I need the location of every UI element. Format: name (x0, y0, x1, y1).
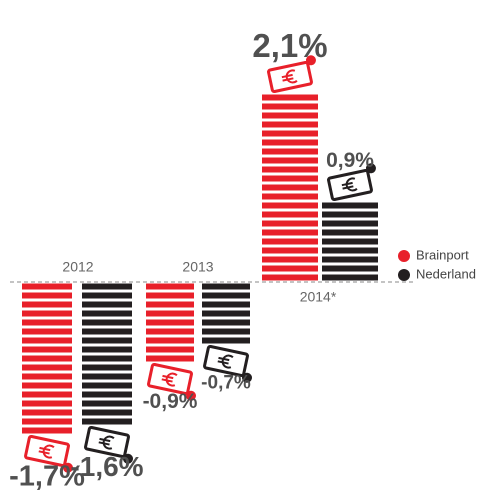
bar (202, 282, 250, 345)
icon-coin (185, 390, 196, 401)
icon-euro (341, 177, 358, 192)
legend-marker (398, 250, 410, 262)
icon-coin (241, 372, 252, 383)
money-icon (147, 362, 196, 401)
icon-bill (84, 425, 130, 459)
icon-euro (98, 435, 115, 450)
bar (82, 282, 132, 426)
icon-bill (327, 168, 373, 202)
icon-bill (203, 344, 249, 378)
x-tick-label: 2013 (182, 259, 213, 275)
x-tick-label: 2014* (300, 289, 337, 305)
bar (22, 282, 72, 435)
icon-bill (267, 60, 313, 94)
money-icon (24, 434, 73, 473)
value-label: -1,7% (9, 461, 85, 493)
legend-marker (398, 269, 410, 281)
value-label: 2,1% (252, 27, 327, 64)
icon-coin (122, 453, 133, 464)
icon-coin (365, 163, 376, 174)
icon-euro (38, 444, 55, 459)
bar (322, 201, 378, 282)
icon-bill (147, 362, 193, 396)
icon-bill (24, 434, 70, 468)
value-label: -0,9% (143, 390, 198, 413)
icon-euro (281, 69, 298, 84)
icon-euro (217, 354, 234, 369)
money-icon (327, 163, 376, 202)
value-label: 0,9% (326, 149, 374, 172)
icon-euro (161, 372, 178, 387)
legend-label: Nederland (416, 266, 476, 281)
money-icon (203, 344, 252, 383)
icon-coin (305, 55, 316, 66)
bar (262, 93, 318, 282)
x-tick-label: 2012 (62, 259, 93, 275)
value-label: -0,7% (201, 373, 251, 394)
money-icon (267, 55, 316, 94)
legend-label: Brainport (416, 247, 469, 262)
money-icon (84, 425, 133, 464)
value-label: -1,6% (70, 451, 143, 482)
bar (146, 282, 194, 363)
icon-coin (62, 462, 73, 473)
